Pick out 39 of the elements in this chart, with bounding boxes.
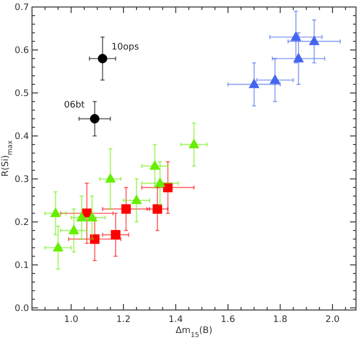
y-tick-label: 0.2	[14, 218, 29, 228]
y-tick-label: 0.0	[14, 304, 30, 314]
point	[293, 52, 304, 62]
point	[68, 224, 80, 234]
point	[50, 208, 61, 218]
point	[121, 204, 131, 214]
point	[248, 78, 260, 88]
y-tick-label: 0.3	[14, 174, 29, 185]
point	[98, 54, 108, 64]
point	[131, 194, 142, 204]
annotation: 10ops	[112, 42, 140, 53]
point	[86, 212, 98, 222]
point	[290, 31, 302, 41]
x-tick-label: 1.8	[273, 315, 288, 325]
point	[110, 230, 120, 240]
point	[308, 36, 320, 46]
point	[163, 182, 173, 192]
annotation: 06bt	[64, 100, 86, 111]
point	[150, 160, 160, 170]
x-tick-label: 1.4	[168, 315, 184, 325]
x-tick-label: 2.0	[325, 315, 340, 325]
point	[52, 242, 64, 252]
point	[76, 212, 87, 222]
x-axis-title: Δm$_{15}$(B)	[176, 326, 212, 339]
x-tick-label: 1.6	[220, 315, 236, 325]
y-tick-label: 0.6	[14, 46, 30, 56]
point	[152, 204, 162, 214]
y-tick-label: 0.7	[14, 3, 29, 13]
y-tick-label: 0.1	[14, 260, 29, 271]
y-tick-label: 0.4	[14, 132, 30, 142]
x-tick-label: 1.2	[116, 315, 131, 325]
point	[154, 177, 166, 187]
point	[90, 114, 100, 124]
point	[270, 74, 280, 84]
point	[188, 138, 200, 148]
point	[105, 173, 116, 183]
x-tick-label: 1.0	[64, 315, 79, 325]
point	[90, 234, 100, 244]
y-tick-label: 0.5	[14, 88, 29, 99]
